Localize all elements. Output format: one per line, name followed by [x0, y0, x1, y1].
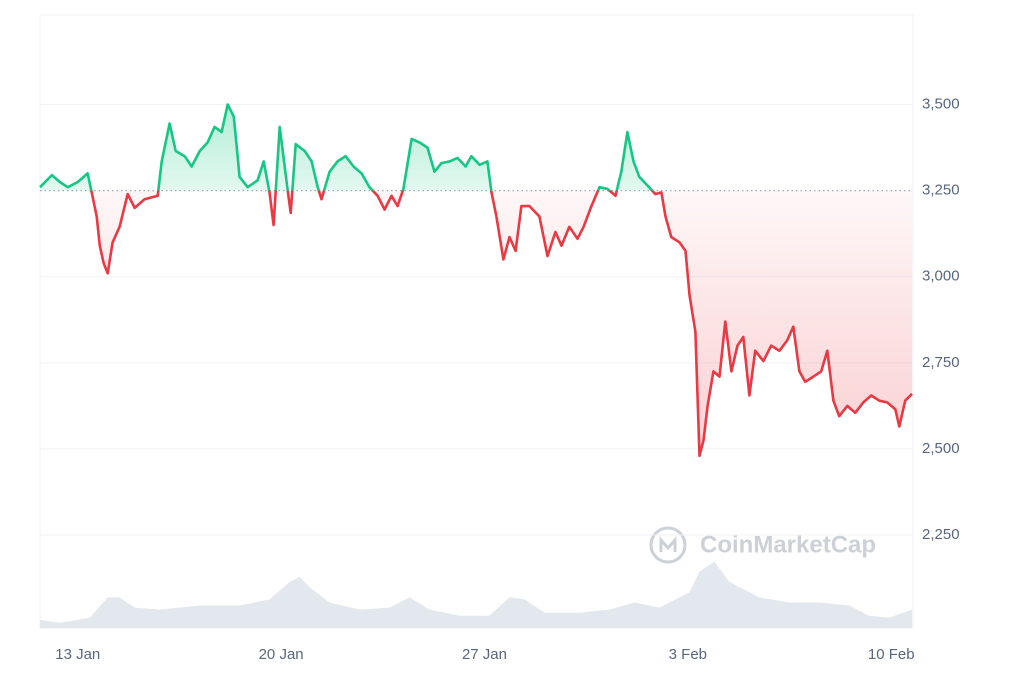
y-tick-label: 3,500 — [922, 96, 960, 113]
y-tick-label: 3,250 — [922, 182, 960, 199]
x-tick-label: 27 Jan — [462, 646, 507, 663]
y-tick-label: 2,500 — [922, 440, 960, 457]
watermark: CoinMarketCap — [649, 526, 876, 564]
watermark-logo — [649, 526, 687, 564]
x-tick-label: 20 Jan — [259, 646, 304, 663]
watermark-text: CoinMarketCap — [700, 531, 876, 558]
y-tick-label: 2,250 — [922, 526, 960, 543]
price-line — [39, 103, 914, 458]
y-tick-label: 2,750 — [922, 354, 960, 371]
x-tick-label: 3 Feb — [669, 646, 707, 663]
price-area — [40, 104, 913, 456]
watermark-logo-m — [659, 536, 677, 552]
x-tick-label: 13 Jan — [55, 646, 100, 663]
volume-area — [40, 561, 913, 628]
y-tick-label: 3,000 — [922, 268, 960, 285]
x-tick-label: 10 Feb — [868, 646, 915, 663]
